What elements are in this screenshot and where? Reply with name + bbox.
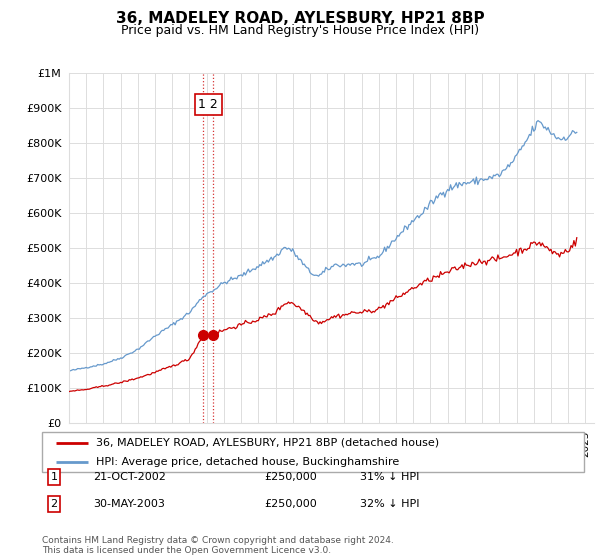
Text: 2: 2: [50, 499, 58, 509]
Text: 32% ↓ HPI: 32% ↓ HPI: [360, 499, 419, 509]
Text: HPI: Average price, detached house, Buckinghamshire: HPI: Average price, detached house, Buck…: [97, 457, 400, 467]
Text: £250,000: £250,000: [264, 472, 317, 482]
Text: 30-MAY-2003: 30-MAY-2003: [93, 499, 165, 509]
Text: 36, MADELEY ROAD, AYLESBURY, HP21 8BP (detached house): 36, MADELEY ROAD, AYLESBURY, HP21 8BP (d…: [97, 437, 439, 447]
Text: 1: 1: [50, 472, 58, 482]
FancyBboxPatch shape: [42, 432, 584, 473]
Text: 21-OCT-2002: 21-OCT-2002: [93, 472, 166, 482]
Text: 1 2: 1 2: [199, 98, 218, 111]
Text: £250,000: £250,000: [264, 499, 317, 509]
Text: This data is licensed under the Open Government Licence v3.0.: This data is licensed under the Open Gov…: [42, 546, 331, 555]
Text: 31% ↓ HPI: 31% ↓ HPI: [360, 472, 419, 482]
Text: Contains HM Land Registry data © Crown copyright and database right 2024.: Contains HM Land Registry data © Crown c…: [42, 536, 394, 545]
Text: Price paid vs. HM Land Registry's House Price Index (HPI): Price paid vs. HM Land Registry's House …: [121, 24, 479, 36]
Text: 36, MADELEY ROAD, AYLESBURY, HP21 8BP: 36, MADELEY ROAD, AYLESBURY, HP21 8BP: [116, 11, 484, 26]
